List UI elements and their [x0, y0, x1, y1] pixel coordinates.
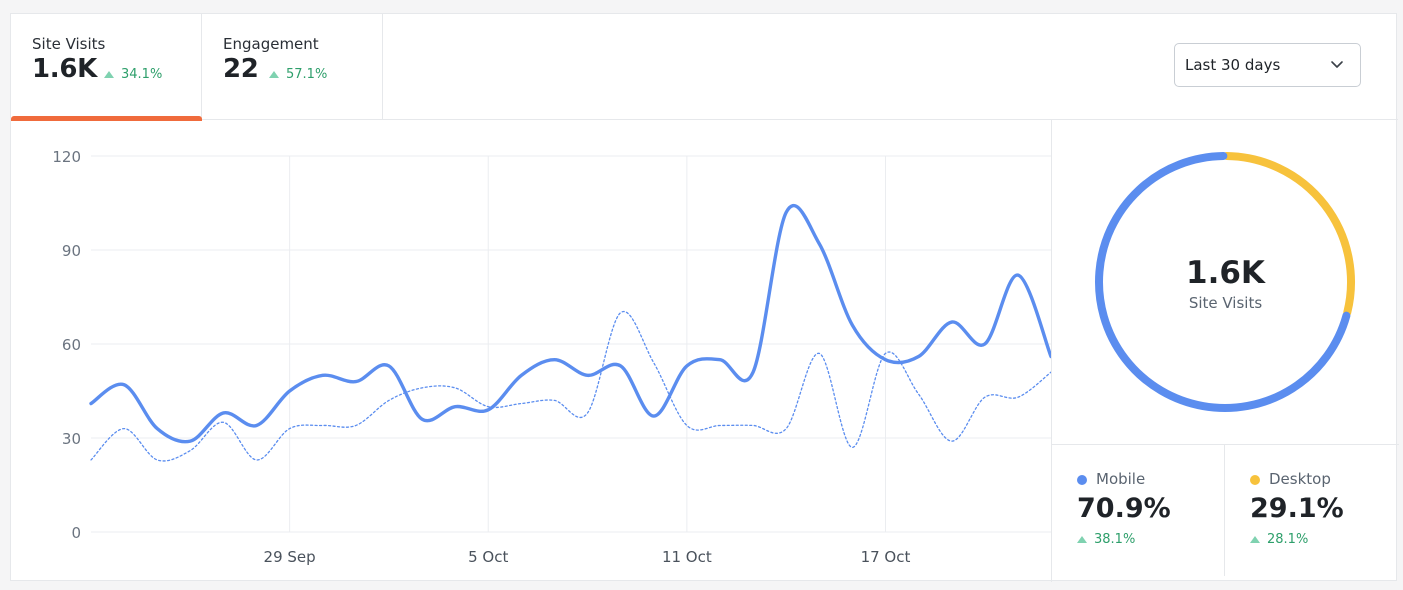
donut-svg — [1095, 152, 1355, 412]
line-chart: 0 30 60 90 120 29 Sep 5 Oct 11 Oct 17 Oct — [11, 120, 1053, 582]
trend-up-icon — [269, 71, 279, 78]
legend-mobile: Mobile 70.9% 38.1% — [1052, 445, 1225, 576]
legend-delta: 28.1% — [1250, 532, 1308, 547]
y-tick-label: 30 — [62, 430, 81, 448]
date-range-select[interactable]: Last 30 days — [1174, 43, 1361, 87]
active-tab-indicator — [11, 116, 202, 121]
tab-label: Site Visits — [32, 35, 106, 53]
donut-center-value: 1.6K — [1186, 255, 1265, 291]
legend-delta-value: 28.1% — [1267, 532, 1309, 547]
tab-delta: 57.1% — [269, 67, 327, 82]
legend-desktop: Desktop 29.1% 28.1% — [1225, 445, 1399, 576]
trend-up-icon — [104, 71, 114, 78]
y-tick-label: 120 — [52, 148, 81, 166]
donut-chart: 1.6K Site Visits — [1052, 120, 1399, 445]
legend-delta: 38.1% — [1077, 532, 1135, 547]
line-chart-svg: 0 30 60 90 120 29 Sep 5 Oct 11 Oct 17 Oct — [52, 148, 1053, 566]
donut-segment-desktop — [1222, 152, 1355, 317]
legend-delta-value: 38.1% — [1094, 532, 1136, 547]
tab-delta-value: 57.1% — [286, 67, 328, 82]
metric-tabs: Site Visits 1.6K 34.1% Engagement 22 57.… — [11, 14, 1398, 121]
desktop-dot-icon — [1250, 475, 1260, 485]
mobile-dot-icon — [1077, 475, 1087, 485]
legend-pct: 70.9% — [1077, 493, 1171, 524]
tab-value: 1.6K — [32, 54, 98, 84]
y-tick-label: 0 — [71, 524, 81, 542]
x-tick-label: 29 Sep — [264, 548, 316, 566]
breakdown-panel: 1.6K Site Visits Mobile 70.9% 38.1% Desk… — [1051, 120, 1399, 582]
x-tick-label: 5 Oct — [468, 548, 508, 566]
tab-value: 22 — [223, 54, 259, 84]
trend-up-icon — [1250, 536, 1260, 543]
series-line-current — [89, 203, 1053, 444]
tab-label: Engagement — [223, 35, 319, 53]
legend-name: Mobile — [1096, 470, 1146, 488]
tab-delta-value: 34.1% — [121, 67, 163, 82]
donut-segment-mobile — [1095, 152, 1351, 412]
y-tick-label: 60 — [62, 336, 81, 354]
tab-site-visits[interactable]: Site Visits 1.6K 34.1% — [11, 14, 202, 121]
y-tick-label: 90 — [62, 242, 81, 260]
legend-pct: 29.1% — [1250, 493, 1344, 524]
trend-up-icon — [1077, 536, 1087, 543]
x-tick-label: 17 Oct — [861, 548, 911, 566]
date-range-value: Last 30 days — [1185, 56, 1281, 74]
donut-center-label: Site Visits — [1188, 294, 1263, 312]
tab-engagement[interactable]: Engagement 22 57.1% — [202, 14, 383, 120]
analytics-card: Site Visits 1.6K 34.1% Engagement 22 57.… — [10, 13, 1399, 582]
x-tick-label: 11 Oct — [662, 548, 712, 566]
chevron-down-icon — [1331, 61, 1343, 68]
tab-delta: 34.1% — [104, 67, 162, 82]
legend-name: Desktop — [1269, 470, 1331, 488]
series-line-previous — [90, 310, 1052, 462]
